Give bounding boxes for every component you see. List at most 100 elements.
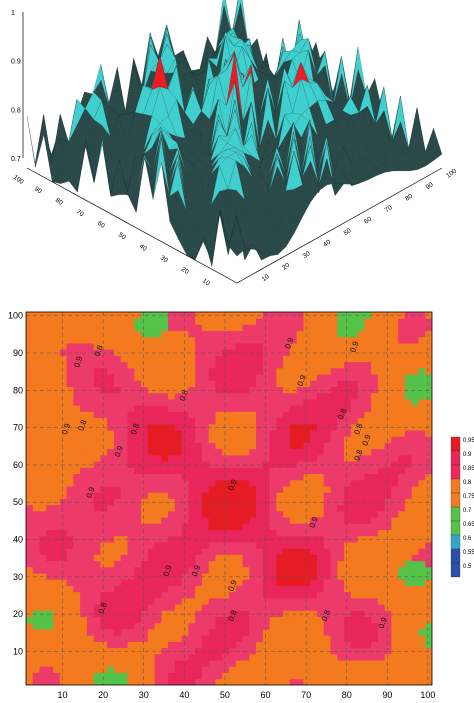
heatmap-cell xyxy=(93,405,101,412)
heatmap-cell xyxy=(134,635,142,642)
heatmap-cell xyxy=(120,467,128,475)
heatmap-cell xyxy=(411,573,419,580)
heatmap-cell xyxy=(113,405,122,412)
heatmap-cell xyxy=(154,361,162,369)
heatmap-cell xyxy=(46,616,54,624)
heatmap-cell xyxy=(283,380,291,387)
heatmap-cell xyxy=(66,678,74,685)
heatmap-cell xyxy=(53,653,61,661)
heatmap-cell xyxy=(398,666,406,673)
heatmap-cell xyxy=(39,635,47,642)
heatmap-cell xyxy=(215,486,223,493)
heatmap-cell xyxy=(357,336,365,344)
heatmap-cell xyxy=(269,660,277,667)
heatmap-cell xyxy=(384,585,392,593)
heatmap-cell xyxy=(39,629,47,636)
heatmap-cell xyxy=(168,486,176,493)
heatmap-cell xyxy=(66,554,74,562)
heatmap-cell xyxy=(188,312,196,319)
heatmap-cell xyxy=(141,523,149,530)
heatmap-cell xyxy=(46,610,54,618)
heatmap-cell xyxy=(113,635,122,642)
heatmap-cell xyxy=(310,529,318,537)
heatmap-cell xyxy=(215,542,223,549)
heatmap-cell xyxy=(296,461,304,468)
heatmap-cell xyxy=(168,442,176,450)
heatmap-cell xyxy=(276,542,284,549)
heatmap-cell xyxy=(296,343,304,350)
heatmap-cell xyxy=(418,529,426,537)
heatmap-cell xyxy=(222,423,230,431)
heatmap-cell xyxy=(222,604,230,611)
heatmap-cell xyxy=(154,672,162,680)
heatmap-cell xyxy=(418,467,426,475)
heatmap-cell xyxy=(195,653,203,661)
heatmap-cell xyxy=(113,448,122,456)
heatmap-cell xyxy=(120,622,128,630)
heatmap-cell xyxy=(229,566,237,574)
heatmap-cell xyxy=(53,336,61,344)
heatmap-cell xyxy=(113,486,122,493)
heatmap-cell xyxy=(269,641,277,649)
heatmap-cell xyxy=(249,461,257,468)
heatmap-cell xyxy=(303,597,311,605)
heatmap-cell xyxy=(154,417,162,425)
heatmap-cell xyxy=(283,523,291,530)
heatmap-cell xyxy=(418,585,426,593)
heatmap-cell xyxy=(262,349,270,356)
heatmap-cell xyxy=(127,454,135,462)
heatmap-cell xyxy=(113,554,122,562)
heatmap-cell xyxy=(53,411,61,419)
heatmap-cell xyxy=(303,355,311,363)
heatmap-cell xyxy=(425,405,432,412)
heatmap-cell xyxy=(357,573,365,580)
heatmap-cell xyxy=(404,349,413,356)
heatmap-cell xyxy=(344,399,352,406)
heatmap-cell xyxy=(120,399,128,406)
heatmap-cell xyxy=(181,467,189,475)
heatmap-cell xyxy=(26,616,34,624)
heatmap-cell xyxy=(235,678,243,685)
heatmap-cell xyxy=(53,361,61,369)
heatmap-cell xyxy=(377,380,386,387)
heatmap-cell xyxy=(26,448,34,456)
surface-x-tick-label: 40 xyxy=(138,243,148,253)
heatmap-cell xyxy=(384,430,392,437)
heatmap-cell xyxy=(86,355,95,363)
heatmap-cell xyxy=(323,635,331,642)
heatmap-cell xyxy=(330,510,338,518)
heatmap-cell xyxy=(357,554,365,562)
heatmap-cell xyxy=(283,318,291,325)
heatmap-cell xyxy=(269,442,277,450)
heatmap-cell xyxy=(418,318,426,325)
heatmap-cell xyxy=(229,336,237,344)
heatmap-cell xyxy=(222,330,230,338)
heatmap-cell xyxy=(168,479,176,487)
heatmap-cell xyxy=(73,542,81,549)
heatmap-cell xyxy=(276,380,284,387)
heatmap-cell xyxy=(242,336,250,344)
heatmap-cell xyxy=(141,585,149,593)
heatmap-cell xyxy=(404,343,413,350)
heatmap-cell xyxy=(357,411,365,419)
heatmap-cell xyxy=(147,399,155,406)
heatmap-cell xyxy=(371,660,379,667)
heatmap-cell xyxy=(411,616,419,624)
heatmap-cell xyxy=(337,430,345,437)
heatmap-cell xyxy=(398,678,406,685)
heatmap-cell xyxy=(168,573,176,580)
heatmap-cell xyxy=(134,405,142,412)
heatmap-cell xyxy=(26,405,34,412)
heatmap-cell xyxy=(188,361,196,369)
heatmap-cell xyxy=(344,486,352,493)
heatmap-cell xyxy=(303,604,311,611)
heatmap-cell xyxy=(46,660,54,667)
heatmap-cell xyxy=(46,399,54,406)
heatmap-cell xyxy=(80,479,88,487)
heatmap-cell xyxy=(364,566,372,574)
colorbar-swatch xyxy=(450,548,461,564)
heatmap-cell xyxy=(249,355,257,363)
heatmap-cell xyxy=(391,479,399,487)
heatmap-cell xyxy=(86,417,95,425)
heatmap-cell xyxy=(330,324,338,332)
